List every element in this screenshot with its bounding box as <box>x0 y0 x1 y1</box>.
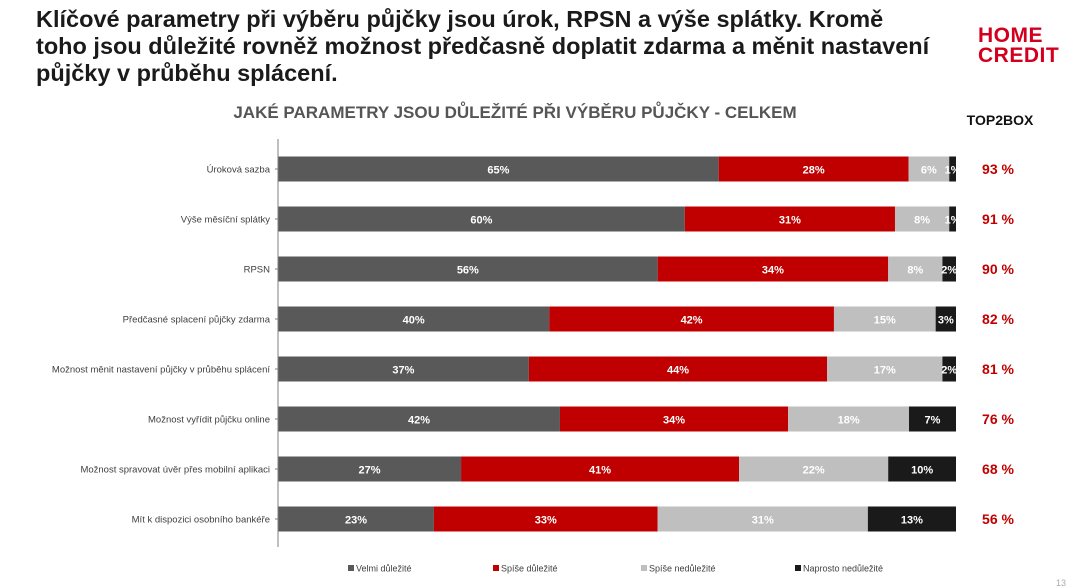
headline: Klíčové parametry při výběru půjčky jsou… <box>36 6 930 86</box>
bar-segment <box>867 506 956 532</box>
bar-segment <box>949 206 956 232</box>
bar-data-label: 34% <box>762 265 784 277</box>
bar-segment <box>949 156 956 182</box>
bar-segment <box>461 456 740 482</box>
bar-segment <box>657 506 868 532</box>
bar-data-label: 34% <box>663 415 685 427</box>
top2box-value: 91 % <box>982 211 1014 227</box>
legend-swatch <box>641 565 647 571</box>
bar-segment <box>935 306 956 332</box>
bar-segment <box>528 356 828 382</box>
bar-data-label: 56% <box>457 265 479 277</box>
bar-data-label: 40% <box>403 315 425 327</box>
top2box-value: 82 % <box>982 311 1014 327</box>
category-label: Výše měsíční splátky <box>181 215 270 226</box>
chart-title: JAKÉ PARAMETRY JSOU DŮLEŽITÉ PŘI VÝBĚRU … <box>233 103 797 122</box>
bar-segment <box>894 206 950 232</box>
bar-segment <box>909 406 956 432</box>
legend-swatch <box>795 565 801 571</box>
bar-data-label: 23% <box>345 515 367 527</box>
bar-segment <box>833 306 936 332</box>
bar-data-label: 37% <box>392 365 414 377</box>
bar-data-label: 1% <box>945 165 961 177</box>
bar-segment <box>684 206 895 232</box>
bar-segment <box>788 406 910 432</box>
bar-segment <box>278 256 658 282</box>
bar-data-label: 42% <box>681 315 703 327</box>
top2box-value: 56 % <box>982 511 1014 527</box>
bar-data-label: 2% <box>941 365 957 377</box>
home-credit-logo: HOME CREDIT <box>978 24 1073 67</box>
legend-swatch <box>348 565 354 571</box>
bar-segment <box>718 156 909 182</box>
category-label: Předčasné splacení půjčky zdarma <box>123 315 271 326</box>
bar-segment <box>942 356 956 382</box>
bar-segment <box>827 356 943 382</box>
bar-segment <box>549 306 834 332</box>
bar-data-label: 44% <box>667 365 689 377</box>
bar-segment <box>278 356 529 382</box>
bar-segment <box>433 506 658 532</box>
bar-data-label: 7% <box>925 415 941 427</box>
bar-data-label: 22% <box>803 465 825 477</box>
bar-data-label: 60% <box>470 215 492 227</box>
bar-data-label: 17% <box>874 365 896 377</box>
legend-label: Naprosto nedůležité <box>803 564 883 574</box>
bar-segment <box>559 406 789 432</box>
bar-data-label: 27% <box>359 465 381 477</box>
bar-data-label: 13% <box>901 515 923 527</box>
legend-label: Spíše nedůležité <box>649 564 716 574</box>
bar-data-label: 18% <box>838 415 860 427</box>
category-label: Možnost vyřídit půjčku online <box>148 415 270 426</box>
bar-data-label: 33% <box>535 515 557 527</box>
bar-segment <box>278 206 685 232</box>
logo-line-2: CREDIT <box>978 44 1060 67</box>
bar-segment <box>278 306 550 332</box>
bar-segment <box>888 456 956 482</box>
bar-data-label: 8% <box>914 215 930 227</box>
bar-segment <box>278 456 462 482</box>
bar-data-label: 31% <box>779 215 801 227</box>
bar-data-label: 28% <box>803 165 825 177</box>
bar-data-label: 10% <box>911 465 933 477</box>
bar-segment <box>278 506 434 532</box>
bar-segment <box>942 256 956 282</box>
bar-segment <box>278 156 719 182</box>
page-number: 13 <box>1056 578 1067 588</box>
bar-segment <box>278 406 560 432</box>
bar-data-label: 3% <box>938 315 954 327</box>
top2box-value: 68 % <box>982 461 1014 477</box>
bar-segment <box>739 456 889 482</box>
top2box-header: TOP2BOX <box>966 112 1034 128</box>
legend-label: Velmi důležité <box>356 564 412 574</box>
bar-data-label: 1% <box>945 215 961 227</box>
bar-data-label: 31% <box>752 515 774 527</box>
bar-data-label: 2% <box>941 265 957 277</box>
bar-data-label: 42% <box>408 415 430 427</box>
top2box-value: 81 % <box>982 361 1014 377</box>
top2box-value: 90 % <box>982 261 1014 277</box>
bar-data-label: 41% <box>589 465 611 477</box>
category-label: Úroková sazba <box>207 165 271 176</box>
top2box-value: 93 % <box>982 161 1014 177</box>
bar-data-label: 65% <box>487 165 509 177</box>
category-label: Mít k dispozici osobního bankéře <box>132 515 270 526</box>
legend-label: Spíše důležité <box>501 564 558 574</box>
legend-swatch <box>493 565 499 571</box>
top2box-value: 76 % <box>982 411 1014 427</box>
bar-data-label: 15% <box>874 315 896 327</box>
bar-data-label: 8% <box>907 265 923 277</box>
bar-data-label: 6% <box>921 165 937 177</box>
category-label: Možnost spravovat úvěr přes mobilní apli… <box>80 465 270 476</box>
category-label: Možnost měnit nastavení půjčky v průběhu… <box>52 365 270 376</box>
bar-segment <box>657 256 889 282</box>
logo-line-1: HOME <box>978 24 1043 47</box>
bar-segment <box>908 156 950 182</box>
category-label: RPSN <box>244 265 271 276</box>
bar-segment <box>888 256 943 282</box>
